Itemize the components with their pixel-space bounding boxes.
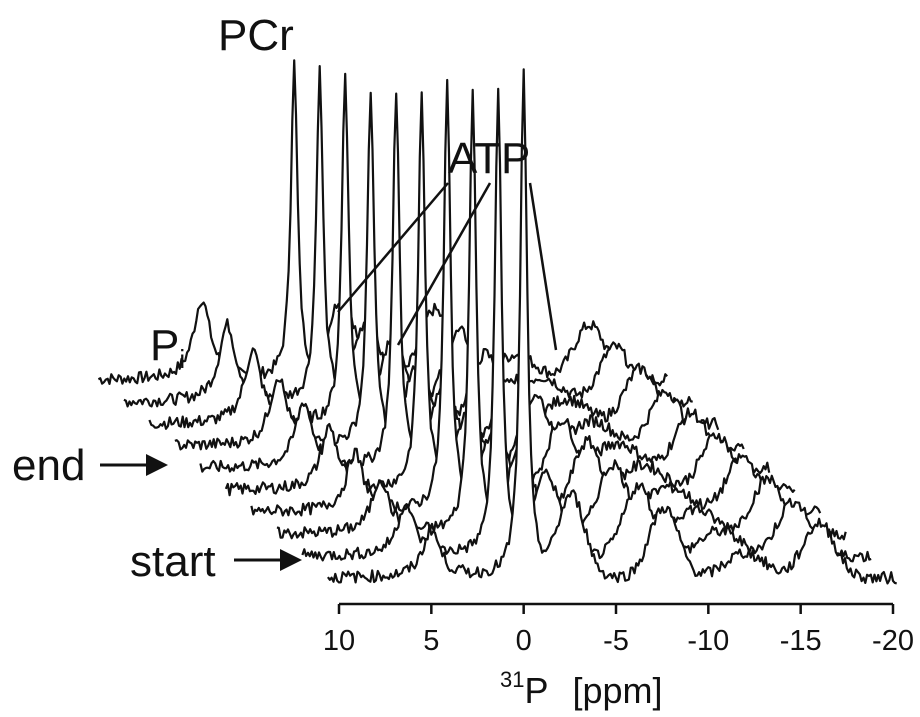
spectrum-trace-1 [327, 68, 897, 585]
x-axis-title-superscript: 31 [500, 667, 524, 692]
x-axis-ticks: 10 5 0 -5 -10 -15 -20 [323, 604, 914, 657]
x-tick-label: -20 [872, 625, 914, 657]
annotation-start: start [130, 537, 216, 586]
annotation-start-arrow [234, 549, 302, 571]
x-axis: 10 5 0 -5 -10 -15 -20 [323, 602, 914, 657]
atp-leader-gamma [396, 182, 492, 346]
annotation-end: end [12, 441, 85, 490]
x-tick-label: 10 [323, 625, 355, 657]
peak-label-pi-subscript: i [179, 344, 185, 374]
peak-label-pi: Pi [150, 321, 185, 374]
x-tick-label: -10 [687, 625, 729, 657]
atp-leader-beta [528, 182, 558, 351]
peak-label-pi-main: P [150, 321, 179, 370]
x-tick-label: 0 [516, 625, 532, 657]
peak-label-pcr: PCr [218, 11, 294, 60]
x-tick-label: 5 [423, 625, 439, 657]
peak-label-atp: ATP [448, 134, 530, 183]
x-tick-label: -5 [603, 625, 629, 657]
atp-leader-alpha [337, 182, 449, 313]
x-axis-title-unit: [ppm] [573, 670, 663, 711]
x-axis-title-main: P [524, 670, 548, 711]
x-tick-label: -15 [780, 625, 822, 657]
spectra-traces [97, 59, 897, 609]
annotation-end-arrow [100, 454, 168, 476]
x-axis-title: 31P [ppm] [500, 667, 663, 711]
